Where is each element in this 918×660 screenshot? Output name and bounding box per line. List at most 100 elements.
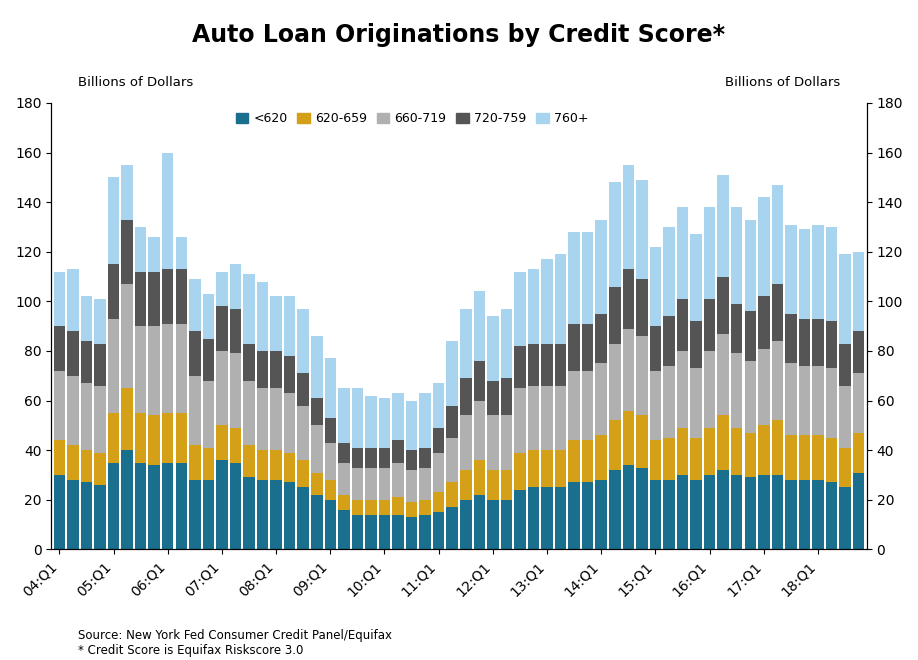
- Bar: [568, 371, 580, 440]
- Bar: [311, 495, 322, 549]
- Bar: [243, 344, 255, 381]
- Bar: [95, 344, 106, 385]
- Bar: [53, 440, 65, 475]
- Bar: [826, 227, 837, 321]
- Bar: [420, 500, 431, 515]
- Bar: [81, 341, 92, 383]
- Bar: [257, 450, 268, 480]
- Bar: [433, 428, 444, 453]
- Bar: [189, 331, 200, 376]
- Bar: [554, 254, 566, 344]
- Bar: [704, 351, 715, 428]
- Bar: [81, 296, 92, 341]
- Bar: [487, 316, 498, 381]
- Bar: [121, 284, 133, 388]
- Bar: [392, 463, 404, 498]
- Bar: [243, 477, 255, 549]
- Bar: [352, 515, 364, 549]
- Bar: [216, 351, 228, 426]
- Text: Billions of Dollars: Billions of Dollars: [78, 76, 194, 89]
- Bar: [500, 500, 512, 549]
- Bar: [542, 344, 553, 385]
- Bar: [826, 438, 837, 482]
- Bar: [53, 475, 65, 549]
- Bar: [243, 381, 255, 446]
- Bar: [162, 413, 174, 463]
- Bar: [271, 480, 282, 549]
- Bar: [53, 371, 65, 440]
- Bar: [446, 482, 458, 508]
- Bar: [853, 252, 865, 331]
- Text: Billions of Dollars: Billions of Dollars: [724, 76, 840, 89]
- Bar: [650, 247, 661, 326]
- Bar: [216, 306, 228, 351]
- Bar: [338, 388, 350, 443]
- Bar: [162, 152, 174, 269]
- Bar: [67, 331, 79, 376]
- Bar: [67, 480, 79, 549]
- Bar: [338, 510, 350, 549]
- Bar: [67, 376, 79, 446]
- Bar: [175, 323, 187, 413]
- Bar: [528, 487, 539, 549]
- Bar: [785, 480, 797, 549]
- Bar: [189, 480, 200, 549]
- Bar: [474, 495, 485, 549]
- Bar: [785, 224, 797, 314]
- Bar: [406, 517, 418, 549]
- Bar: [257, 351, 268, 388]
- Bar: [731, 475, 743, 549]
- Bar: [582, 371, 593, 440]
- Bar: [365, 500, 376, 515]
- Bar: [690, 234, 702, 321]
- Bar: [718, 416, 729, 470]
- Bar: [446, 438, 458, 482]
- Bar: [392, 440, 404, 463]
- Bar: [596, 436, 607, 480]
- Bar: [406, 450, 418, 470]
- Bar: [352, 467, 364, 500]
- Bar: [853, 374, 865, 433]
- Bar: [650, 440, 661, 480]
- Bar: [338, 463, 350, 495]
- Bar: [799, 480, 811, 549]
- Bar: [744, 433, 756, 477]
- Bar: [568, 482, 580, 549]
- Bar: [528, 450, 539, 487]
- Bar: [799, 230, 811, 319]
- Bar: [297, 405, 309, 460]
- Bar: [311, 398, 322, 426]
- Bar: [392, 515, 404, 549]
- Bar: [839, 487, 851, 549]
- Bar: [690, 368, 702, 438]
- Bar: [500, 470, 512, 500]
- Bar: [81, 450, 92, 482]
- Bar: [284, 393, 296, 453]
- Bar: [297, 309, 309, 374]
- Bar: [785, 364, 797, 436]
- Bar: [514, 388, 526, 453]
- Bar: [677, 299, 688, 351]
- Bar: [81, 383, 92, 450]
- Bar: [839, 385, 851, 447]
- Bar: [528, 385, 539, 450]
- Bar: [257, 388, 268, 450]
- Bar: [839, 254, 851, 344]
- Bar: [311, 473, 322, 495]
- Bar: [379, 467, 390, 500]
- Bar: [772, 341, 783, 420]
- Bar: [121, 220, 133, 284]
- Bar: [433, 492, 444, 512]
- Bar: [325, 443, 336, 480]
- Bar: [718, 277, 729, 334]
- Bar: [500, 309, 512, 378]
- Bar: [758, 197, 769, 296]
- Bar: [365, 467, 376, 500]
- Bar: [121, 165, 133, 220]
- Bar: [636, 180, 647, 279]
- Bar: [542, 385, 553, 450]
- Bar: [352, 388, 364, 447]
- Bar: [785, 314, 797, 364]
- Bar: [311, 426, 322, 473]
- Bar: [121, 450, 133, 549]
